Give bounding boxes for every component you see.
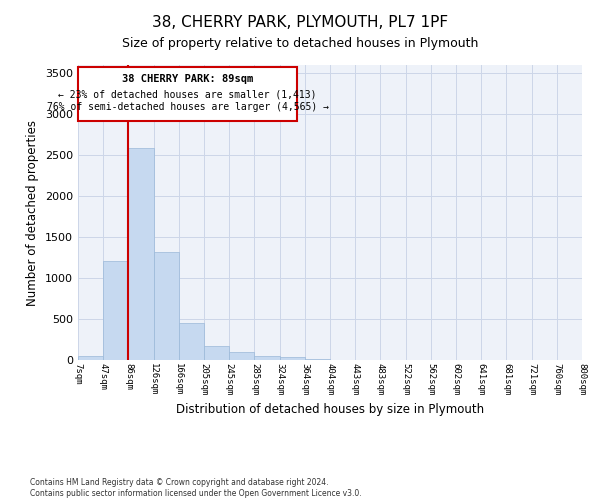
Bar [229, 352, 254, 360]
Bar [305, 358, 330, 360]
Text: 38, CHERRY PARK, PLYMOUTH, PL7 1PF: 38, CHERRY PARK, PLYMOUTH, PL7 1PF [152, 15, 448, 30]
Bar [154, 252, 179, 360]
FancyBboxPatch shape [78, 66, 297, 120]
Text: ← 23% of detached houses are smaller (1,413): ← 23% of detached houses are smaller (1,… [58, 90, 317, 100]
Bar [280, 357, 305, 360]
Bar [204, 346, 229, 360]
Y-axis label: Number of detached properties: Number of detached properties [26, 120, 40, 306]
Bar [254, 356, 280, 360]
Bar [103, 261, 128, 360]
Bar [179, 323, 204, 360]
Text: Contains HM Land Registry data © Crown copyright and database right 2024.
Contai: Contains HM Land Registry data © Crown c… [30, 478, 362, 498]
Text: 76% of semi-detached houses are larger (4,565) →: 76% of semi-detached houses are larger (… [47, 102, 329, 112]
Bar [78, 356, 103, 360]
Text: 38 CHERRY PARK: 89sqm: 38 CHERRY PARK: 89sqm [122, 74, 253, 84]
X-axis label: Distribution of detached houses by size in Plymouth: Distribution of detached houses by size … [176, 404, 484, 416]
Bar [128, 148, 154, 360]
Text: Size of property relative to detached houses in Plymouth: Size of property relative to detached ho… [122, 38, 478, 51]
